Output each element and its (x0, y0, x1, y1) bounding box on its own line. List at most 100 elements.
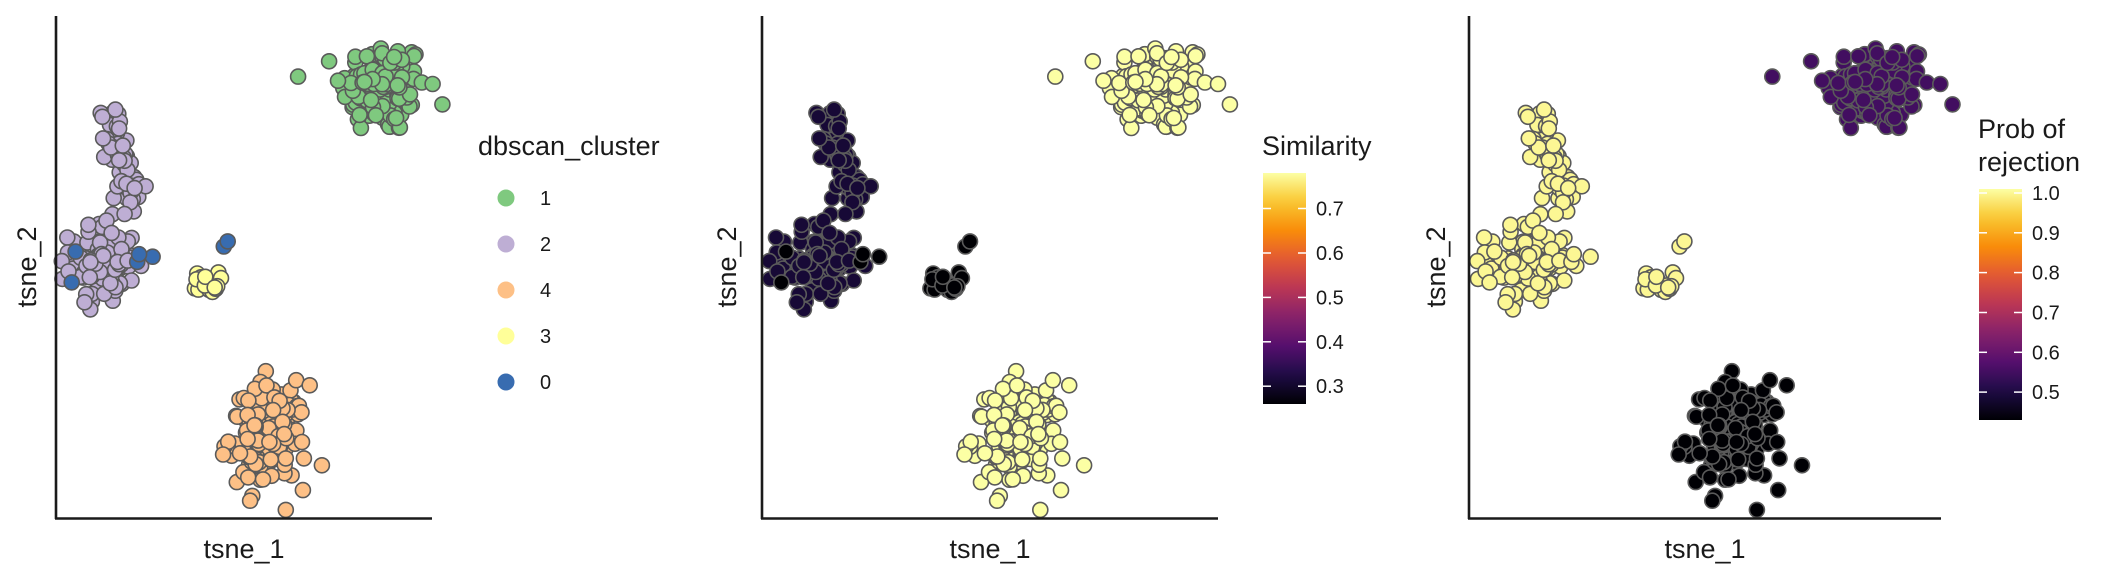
data-point (1012, 433, 1029, 451)
data-point (80, 216, 97, 234)
data-point (1659, 279, 1677, 296)
data-point (1520, 247, 1538, 265)
y-axis-label: tsne_2 (1421, 226, 1451, 307)
colorbar (1979, 189, 2022, 420)
data-point (1709, 416, 1727, 434)
legend-label-4: 4 (540, 280, 551, 302)
colorbar-tick-label: 0.4 (1316, 332, 1344, 354)
data-point (295, 450, 313, 467)
data-point (1701, 469, 1719, 486)
data-point (976, 444, 994, 462)
legend-title: dbscan_cluster (478, 131, 660, 161)
data-point (788, 293, 806, 311)
scatter-panel-similarity: tsne_1 tsne_2 Similarity 0.3 0.4 0.5 0.6 0.7 (704, 0, 1408, 576)
colorbar-tick-label: 0.5 (1316, 287, 1344, 309)
data-point (356, 73, 373, 91)
data-point (231, 444, 249, 462)
data-point (107, 101, 124, 118)
data-point (1116, 48, 1133, 66)
data-point (1531, 224, 1548, 242)
data-point (956, 446, 973, 463)
data-point (1728, 433, 1745, 451)
x-axis-label: tsne_1 (203, 534, 284, 564)
data-point (1691, 444, 1709, 462)
data-point (1931, 75, 1949, 93)
data-point (1046, 68, 1064, 85)
data-point (1110, 74, 1128, 92)
data-point (986, 392, 1004, 409)
data-point (830, 120, 847, 137)
legend-title: Similarity (1262, 131, 1372, 161)
data-point (1095, 72, 1112, 89)
legend-key-4 (497, 281, 515, 299)
data-point (1540, 120, 1558, 137)
legend-key-2 (497, 235, 515, 253)
data-point (385, 48, 403, 66)
data-point (1008, 377, 1026, 394)
data-point (1903, 86, 1921, 103)
data-point (239, 430, 256, 448)
data-point (1084, 52, 1102, 70)
data-point (1060, 376, 1078, 394)
scatter-panel-dbscan-cluster: tsne_1 tsne_2 dbscan_cluster 1 2 4 3 0 (0, 0, 704, 576)
data-point (1540, 152, 1558, 169)
data-point (811, 130, 828, 147)
colorbar-tick-label: 0.9 (2032, 223, 2060, 245)
data-point (1761, 371, 1779, 389)
x-axis-label: tsne_1 (949, 534, 1030, 564)
data-point (794, 268, 812, 286)
chart-svg-dbscan-cluster: tsne_1 tsne_2 dbscan_cluster 1 2 4 3 0 (12, 16, 660, 564)
data-point (313, 456, 331, 474)
data-point (1835, 48, 1853, 66)
data-point (144, 248, 161, 266)
data-point (1883, 48, 1901, 66)
colorbar-tick-label: 0.5 (2032, 382, 2060, 404)
colorbar-legend: Prob of rejection 0.5 0.6 0.7 0.8 0.9 1.0 (1978, 114, 2080, 420)
data-point (277, 450, 295, 467)
chart-svg-prob-of-rejection: tsne_1 tsne_2 Prob of rejection 0.5 0.6 0.… (1421, 16, 2080, 564)
data-point (1802, 52, 1820, 70)
data-point (116, 205, 133, 223)
points-layer (1469, 40, 1961, 519)
y-axis-label: tsne_2 (712, 226, 742, 307)
data-point (1127, 73, 1144, 91)
data-point (1503, 268, 1521, 286)
data-point (994, 416, 1011, 434)
legend-title-line-2: rejection (1978, 147, 2080, 177)
colorbar-tick-label: 0.7 (1316, 199, 1344, 221)
data-point (246, 416, 263, 434)
x-axis-label: tsne_1 (1664, 534, 1745, 564)
data-point (1221, 96, 1239, 113)
colorbar-legend: Similarity 0.3 0.4 0.5 0.6 0.7 (1262, 131, 1372, 404)
colorbar-tick-label: 0.3 (1316, 376, 1344, 398)
data-point (1729, 451, 1747, 468)
data-point (434, 96, 451, 113)
data-point (1559, 179, 1577, 197)
data-point (1573, 178, 1591, 195)
data-point (387, 109, 405, 127)
data-point (934, 268, 952, 286)
colorbar-tick-label: 1.0 (2032, 183, 2060, 205)
data-point (961, 233, 979, 250)
data-point (362, 91, 380, 109)
legend-key-1 (497, 189, 515, 207)
data-point (1130, 47, 1147, 65)
data-point (1135, 91, 1152, 109)
data-point (1167, 77, 1184, 94)
data-point (1829, 74, 1847, 92)
data-point (261, 433, 278, 451)
data-point (834, 137, 852, 154)
data-point (1888, 77, 1905, 94)
data-point (1182, 86, 1200, 103)
data-point (845, 272, 862, 289)
data-point (81, 268, 99, 286)
data-point (986, 469, 1004, 486)
data-point (289, 68, 307, 85)
data-point (103, 224, 120, 242)
data-point (1121, 106, 1139, 124)
data-point (825, 101, 843, 118)
data-point (130, 245, 148, 263)
data-point (197, 268, 214, 286)
data-point (849, 179, 866, 197)
data-point (240, 392, 257, 409)
